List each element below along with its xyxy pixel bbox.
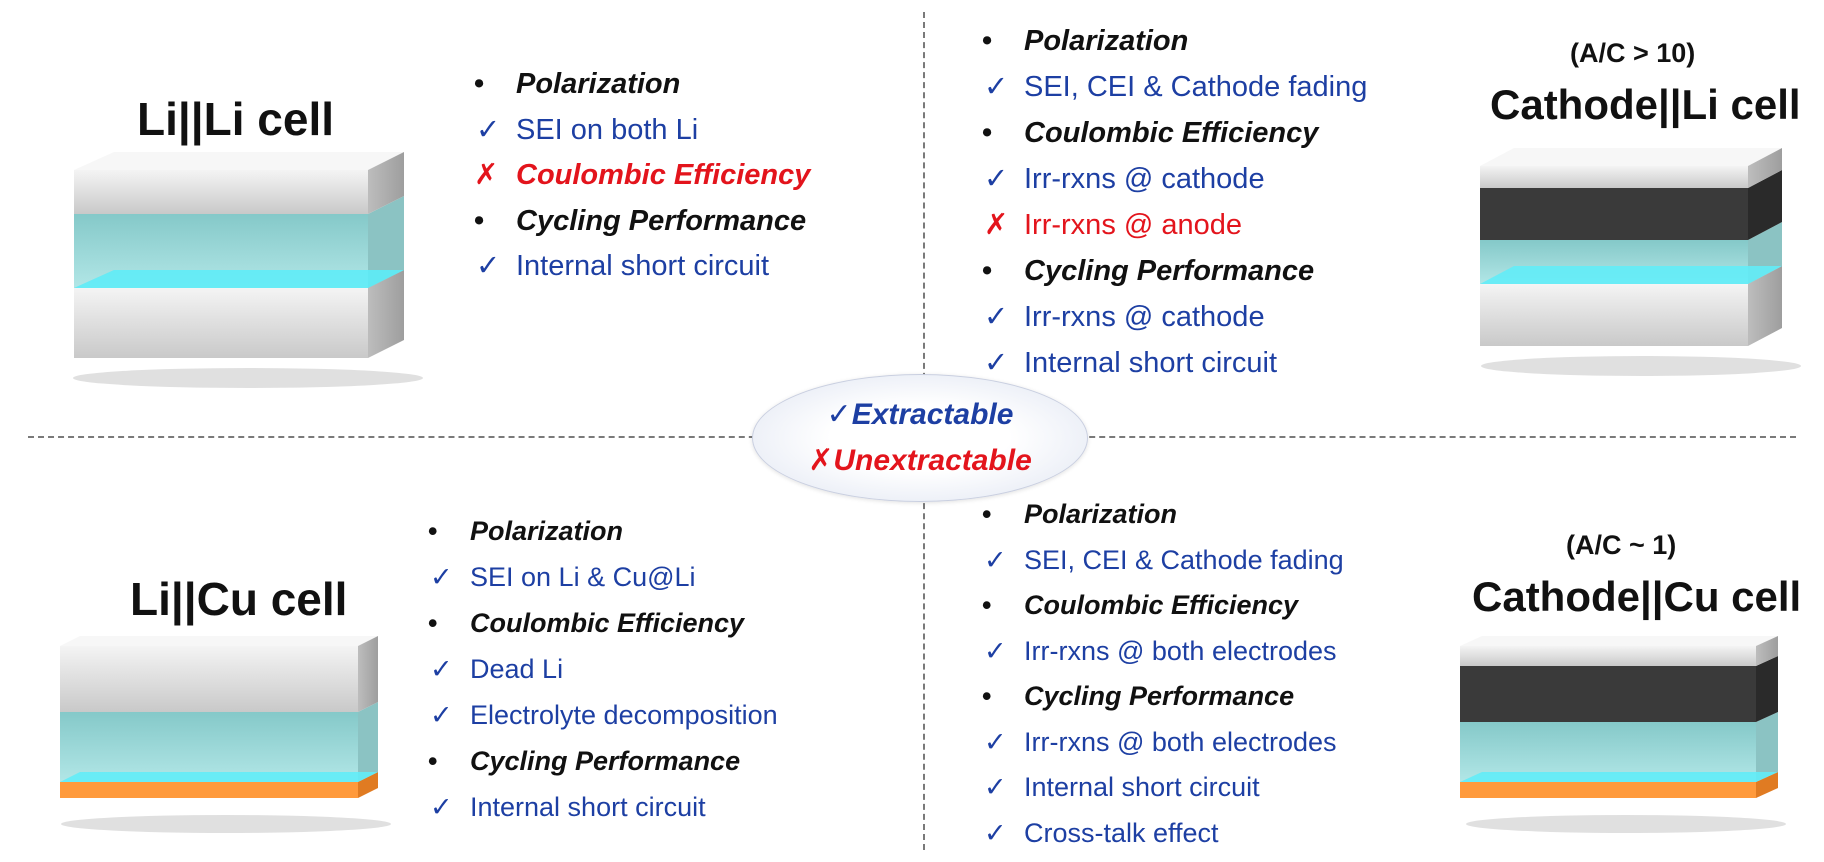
extractable-item: ✓ Electrolyte decomposition: [424, 692, 778, 738]
legend-unextractable: ✗Unextractable: [808, 444, 1032, 477]
li-cu-title: Li||Cu cell: [130, 573, 348, 625]
check-icon: ✓: [430, 654, 453, 684]
cross-icon: ✗: [984, 209, 1009, 241]
li-cu-cell-illustration: [60, 636, 391, 833]
prop-cycling-performance: • Cycling Performance: [982, 255, 1315, 287]
cathode-li-title: Cathode||Li cell: [1490, 81, 1801, 128]
check-icon: ✓: [984, 635, 1007, 666]
cross-icon: ✗: [474, 159, 499, 191]
extractable-item: ✓ Irr-rxns @ cathode: [978, 156, 1367, 202]
li-cu-property-list: • Polarization ✓ SEI on Li & Cu@Li • Coulom…: [424, 508, 778, 830]
li-li-cell-illustration: [73, 152, 423, 388]
check-icon: ✓: [984, 163, 1009, 195]
legend: ✓Extractable ✗Unextractable: [752, 374, 1088, 502]
check-icon: ✓: [826, 398, 852, 431]
cathode-li-property-list: • Polarization ✓ SEI, CEI & Cathode fading…: [978, 18, 1367, 386]
check-icon: ✓: [984, 726, 1007, 757]
prop-cycling-performance: • Cycling Performance: [428, 746, 741, 776]
cathode-cu-ratio: (A/C ~ 1): [1566, 530, 1677, 560]
check-icon: ✓: [984, 544, 1007, 575]
extractable-item: ✓ Cross-talk effect: [978, 811, 1344, 857]
check-icon: ✓: [984, 347, 1009, 379]
extractable-item: ✓ Irr-rxns @ both electrodes: [978, 629, 1344, 675]
extractable-item: ✓ Internal short circuit: [978, 765, 1344, 811]
extractable-item: ✓ Internal short circuit: [424, 784, 778, 830]
prop-coulombic-efficiency-unextractable: ✗ Coulombic Efficiency: [470, 153, 810, 199]
unextractable-item: ✗ Irr-rxns @ anode: [978, 202, 1367, 248]
prop-cycling-performance: • Cycling Performance: [474, 204, 807, 237]
cathode-cu-cell-illustration: [1460, 636, 1786, 833]
legend-extractable: ✓Extractable: [826, 398, 1014, 431]
check-icon: ✓: [984, 772, 1007, 802]
prop-cycling-performance: • Cycling Performance: [982, 681, 1295, 711]
prop-polarization: • Polarization: [428, 516, 624, 546]
extractable-item: ✓ SEI on both Li: [470, 108, 810, 154]
prop-coulombic-efficiency: • Coulombic Efficiency: [428, 608, 745, 638]
extractable-item: ✓ Internal short circuit: [470, 244, 810, 290]
li-li-property-list: • Polarization ✓ SEI on both Li ✗ Coulombic…: [470, 62, 810, 290]
extractable-item: ✓ SEI, CEI & Cathode fading: [978, 64, 1367, 110]
cathode-cu-property-list: • Polarization ✓ SEI, CEI & Cathode fading…: [978, 492, 1344, 856]
check-icon: ✓: [430, 700, 453, 730]
extractable-item: ✓ Irr-rxns @ cathode: [978, 294, 1367, 340]
check-icon: ✓: [984, 71, 1009, 103]
check-icon: ✓: [476, 113, 501, 146]
extractable-item: ✓ Irr-rxns @ both electrodes: [978, 720, 1344, 766]
extractable-item: ✓ Internal short circuit: [978, 340, 1367, 386]
prop-polarization: • Polarization: [982, 499, 1178, 529]
check-icon: ✓: [984, 301, 1009, 333]
prop-coulombic-efficiency: • Coulombic Efficiency: [982, 117, 1319, 149]
prop-polarization: • Polarization: [474, 68, 681, 100]
check-icon: ✓: [476, 250, 501, 282]
extractable-item: ✓ Dead Li: [424, 646, 778, 692]
cathode-li-cell-illustration: [1480, 148, 1801, 376]
extractable-item: ✓ SEI, CEI & Cathode fading: [978, 538, 1344, 584]
cathode-cu-title: Cathode||Cu cell: [1472, 573, 1802, 620]
check-icon: ✓: [430, 562, 453, 592]
cathode-li-ratio: (A/C > 10): [1570, 38, 1696, 68]
check-icon: ✓: [430, 792, 453, 822]
extractable-item: ✓ SEI on Li & Cu@Li: [424, 554, 778, 600]
prop-polarization: • Polarization: [982, 25, 1189, 57]
prop-coulombic-efficiency: • Coulombic Efficiency: [982, 590, 1299, 620]
li-li-title: Li||Li cell: [137, 93, 335, 145]
check-icon: ✓: [984, 817, 1007, 848]
cross-icon: ✗: [808, 444, 834, 477]
